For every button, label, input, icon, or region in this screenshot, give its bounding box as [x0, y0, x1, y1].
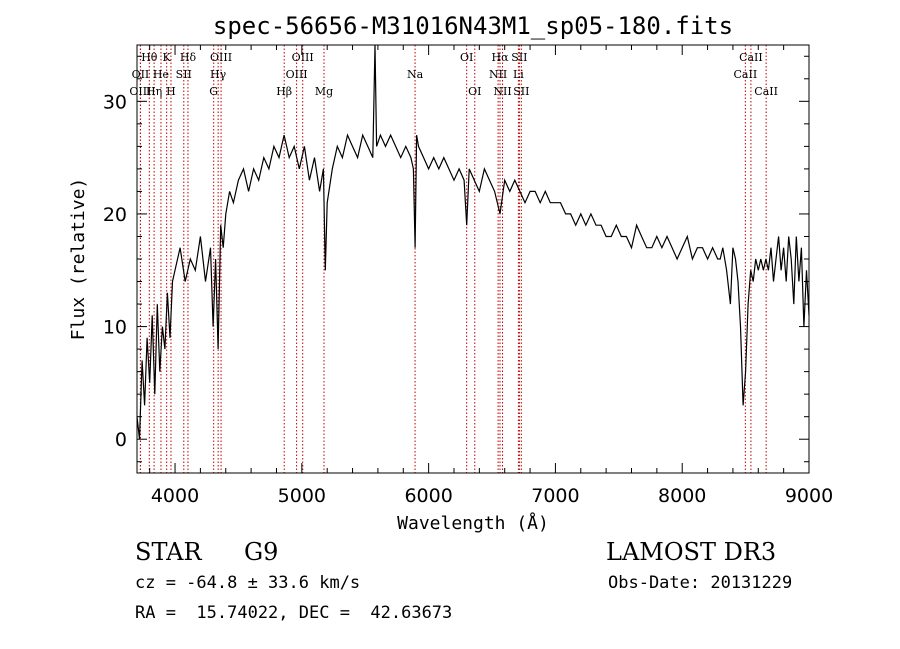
line-marker-label: OIII: [210, 51, 232, 64]
line-marker-label: SII: [513, 85, 529, 98]
redshift-line: cz = -64.8 ± 33.6 km/s: [135, 573, 361, 593]
line-marker-label: OIII: [286, 68, 308, 81]
line-marker-label: Hβ: [276, 85, 292, 98]
x-tick-label: 9000: [785, 485, 833, 507]
line-marker-label: OIII: [292, 51, 314, 64]
x-tick-label: 5000: [278, 485, 326, 507]
y-tick-label: 20: [103, 204, 127, 226]
line-marker-label: G: [209, 85, 218, 98]
line-marker-label: CaII: [754, 85, 778, 98]
y-tick-label: 0: [115, 429, 127, 451]
line-marker-label: OI: [460, 51, 473, 64]
line-marker-label: OI: [468, 85, 481, 98]
line-marker-label: NII: [489, 68, 507, 81]
coords-line: RA = 15.74022, DEC = 42.63673: [135, 603, 453, 623]
line-marker-label: Mg: [315, 85, 333, 98]
line-marker-label: K: [163, 51, 172, 64]
spectrum-line: [136, 44, 810, 440]
x-tick-label: 6000: [404, 485, 452, 507]
line-marker-label: Hθ: [141, 51, 158, 64]
object-subclass: G9: [244, 538, 279, 566]
line-marker-label: SII: [511, 51, 527, 64]
line-marker-label: Hγ: [210, 68, 227, 81]
line-marker-label: Hα: [491, 51, 509, 64]
line-marker-label: Hη: [146, 85, 162, 98]
line-marker-label: SII: [176, 68, 192, 81]
line-marker-label: Hδ: [180, 51, 197, 64]
y-tick-label: 10: [103, 317, 127, 339]
line-marker-label: H: [166, 85, 176, 98]
line-marker-label: CaII: [739, 51, 763, 64]
y-tick-label: 30: [103, 91, 127, 113]
line-marker-label: NII: [493, 85, 511, 98]
object-class: STAR: [135, 538, 202, 566]
line-marker-label: Li: [513, 68, 524, 81]
line-marker-label: Na: [407, 68, 424, 81]
y-axis-label: Flux (relative): [68, 178, 89, 341]
x-tick-label: 4000: [151, 485, 199, 507]
line-marker-label: He: [153, 68, 169, 81]
chart-title: spec-56656-M31016N43M1_sp05-180.fits: [213, 12, 733, 40]
x-tick-label: 7000: [531, 485, 579, 507]
x-axis-label: Wavelength (Å): [397, 512, 549, 534]
line-marker-label: OII: [132, 68, 150, 81]
survey-release: LAMOST DR3: [606, 538, 777, 566]
x-tick-label: 8000: [658, 485, 706, 507]
line-marker-label: OIII: [129, 85, 151, 98]
line-marker-label: CaII: [734, 68, 758, 81]
obs-date-line: Obs-Date: 20131229: [608, 573, 793, 593]
